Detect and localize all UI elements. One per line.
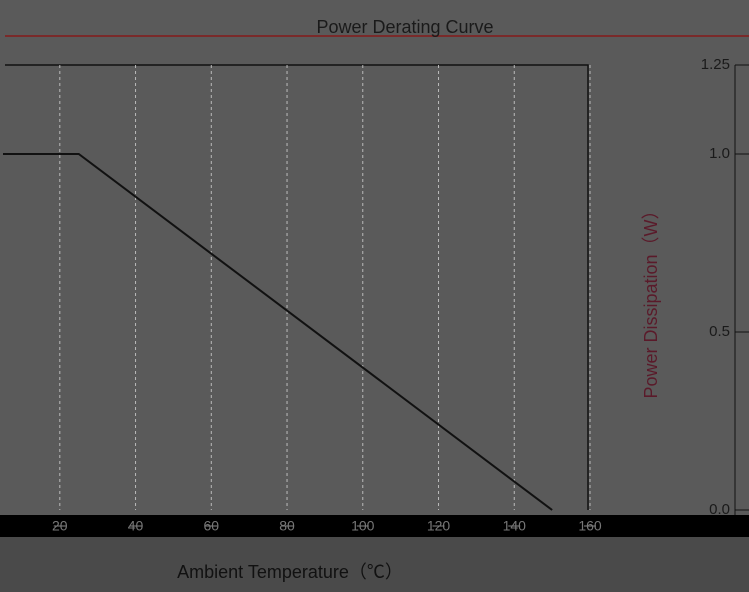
x-tick-label: 140 <box>503 518 527 534</box>
x-tick-label: 40 <box>128 518 144 534</box>
x-tick-label: 100 <box>351 518 375 534</box>
x-tick-label: 160 <box>578 518 602 534</box>
chart-title: Power Derating Curve <box>316 17 493 37</box>
x-tick-label: 120 <box>427 518 451 534</box>
bottom-band <box>0 537 749 592</box>
x-axis-label: Ambient Temperature（℃） <box>177 562 403 582</box>
x-tick-label: 20 <box>52 518 68 534</box>
y-tick-label: 0.0 <box>709 501 730 518</box>
y-tick-label: 1.0 <box>709 145 730 162</box>
x-tick-label: 60 <box>204 518 220 534</box>
plot-frame <box>5 64 589 510</box>
y-tick-label: 1.25 <box>701 56 730 73</box>
data-line <box>3 153 553 511</box>
y-axis-label: Power Dissipation（W） <box>641 201 661 398</box>
x-axis-band <box>0 515 749 537</box>
y-tick-label: 0.5 <box>709 323 730 340</box>
x-tick-label: 80 <box>279 518 295 534</box>
